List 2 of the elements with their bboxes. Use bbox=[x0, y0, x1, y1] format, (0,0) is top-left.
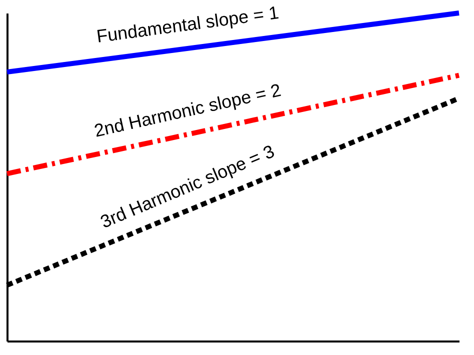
text: Fundamental slope = 1 bbox=[95, 2, 280, 47]
text: 2nd Harmonic slope = 2 bbox=[92, 80, 283, 141]
